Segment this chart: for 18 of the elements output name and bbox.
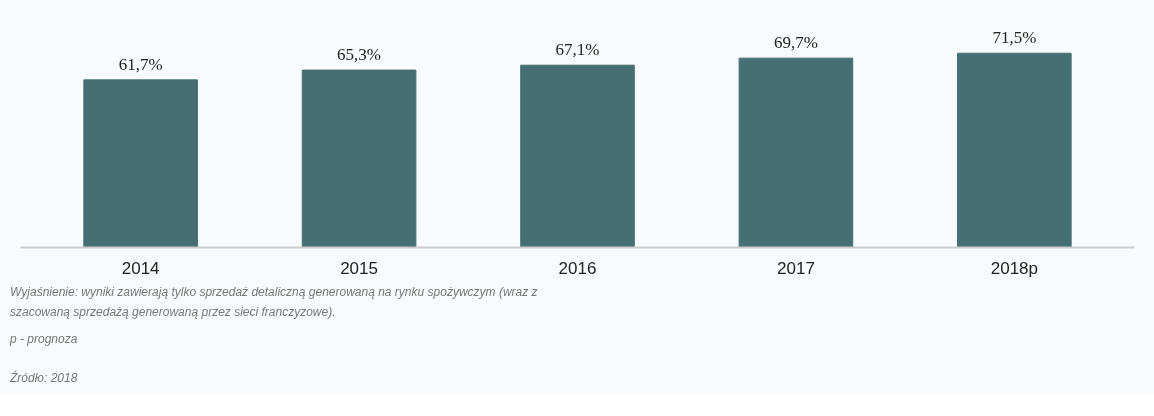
bar: [738, 57, 854, 248]
data-label: 69,7%: [773, 33, 818, 53]
text: Wyjaśnienie: wyniki zawierają tylko sprzedaż detaliczną generowaną na rynku spożywczym (wraz z szacowaną sprzedażą generowaną przez sieci franczyzowe).: [10, 284, 539, 321]
bar: [301, 69, 417, 248]
bar: [83, 79, 198, 248]
data-label: 67,1%: [555, 40, 600, 60]
data-label: 71,5%: [992, 28, 1037, 48]
x-tick-label: 2015: [340, 258, 378, 278]
text: p - prognoza: [10, 331, 78, 348]
bar: [957, 52, 1072, 248]
x-tick-label: 2014: [121, 258, 160, 278]
data-label: 65,3%: [337, 45, 382, 65]
bar: [520, 64, 635, 248]
x-tick-label: 2018p: [990, 258, 1039, 278]
x-tick-label: 2017: [777, 258, 815, 278]
x-tick-label: 2016: [558, 258, 597, 278]
text: Źródło: 2018: [10, 369, 78, 387]
data-label: 61,7%: [118, 54, 163, 74]
